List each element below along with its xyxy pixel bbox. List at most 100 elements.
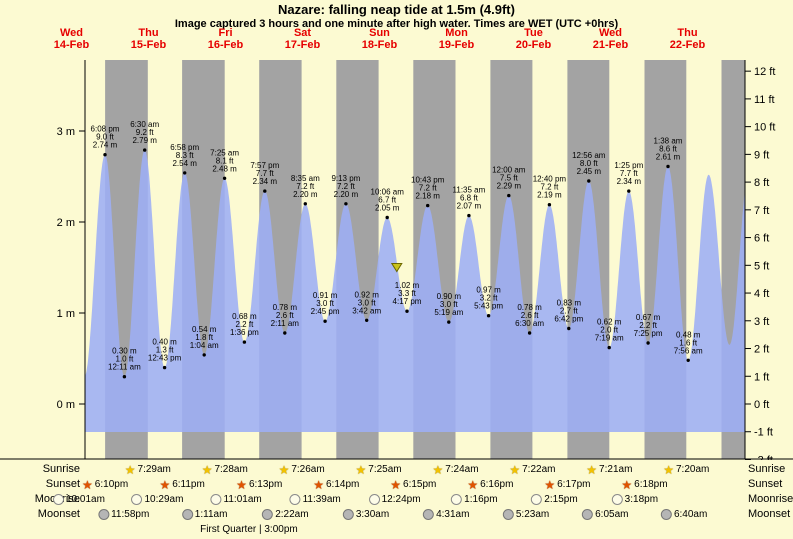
moon-phase-text: First Quarter | 3:00pm: [200, 524, 298, 535]
day-date-label: 21-Feb: [593, 39, 629, 51]
tide-high-label: 2.19 m: [537, 191, 562, 200]
tide-low-label: 0.62 m: [597, 318, 622, 327]
moonrise-entry: 1:16pm: [451, 492, 498, 507]
tide-low-label: 2.0 ft: [600, 326, 619, 335]
tide-low-label: 1:04 am: [190, 341, 219, 350]
day-label: Mon: [445, 27, 468, 39]
sunset-time: 6:14pm: [325, 479, 360, 490]
sunrise-star-icon: ★: [278, 462, 290, 477]
tide-high-label: 2.54 m: [172, 159, 197, 168]
tide-high-label: 2.48 m: [212, 164, 237, 173]
tide-low-label: 3.0 ft: [440, 300, 459, 309]
tide-low-label: 2:45 pm: [311, 307, 340, 316]
tide-low-point: [527, 331, 532, 335]
tide-high-label: 1:25 pm: [614, 161, 643, 170]
sunrise-star-icon: ★: [586, 462, 598, 477]
moonrise-time: 11:39am: [302, 494, 341, 505]
tide-low-point: [122, 375, 127, 379]
y-axis-right-tick: 0 ft: [754, 399, 769, 411]
sunrise-time: 7:20am: [675, 464, 710, 475]
tide-high-label: 8:35 am: [291, 174, 320, 183]
y-axis-right-tick: 4 ft: [754, 288, 769, 300]
tide-high-label: 12:56 am: [572, 151, 606, 160]
sunset-time: 6:13pm: [248, 479, 283, 490]
tide-low-label: 1.6 ft: [679, 338, 698, 347]
tide-low-label: 0.40 m: [152, 338, 177, 347]
sunset-time: 6:17pm: [557, 479, 591, 490]
tide-high-label: 2.45 m: [577, 167, 602, 176]
tide-high-label: 9.0 ft: [96, 133, 115, 142]
y-axis-right-tick: 7 ft: [754, 205, 769, 217]
y-axis-right-tick: -1 ft: [754, 427, 773, 439]
tide-low-label: 4:17 pm: [393, 297, 422, 306]
moonset-moon-icon: [342, 509, 354, 520]
tide-high-label: 6:30 am: [130, 120, 159, 129]
sunrise-star-icon: ★: [124, 462, 136, 477]
sunrise-entry: ★ 7:28am: [202, 462, 248, 477]
moonset-moon-icon: [502, 509, 514, 520]
moonset-entry: 6:40am: [660, 507, 708, 522]
sunrise-entry: ★ 7:26am: [279, 462, 325, 477]
sunset-star-icon: ★: [467, 477, 479, 492]
tide-low-label: 0.78 m: [517, 303, 542, 312]
tide-high-label: 2.20 m: [334, 190, 359, 199]
tide-high-point: [385, 215, 389, 220]
tide-low-label: 0.68 m: [232, 312, 257, 321]
tide-high-point: [263, 189, 267, 193]
y-axis-right-tick: -2 ft: [754, 454, 773, 460]
tide-high-label: 7.2 ft: [419, 184, 438, 193]
sunset-star-icon: ★: [82, 477, 93, 492]
moonrise-entry: 12:24pm: [368, 492, 421, 507]
moonrise-time: 1:16pm: [464, 494, 498, 505]
tide-low-point: [405, 309, 409, 313]
moonset-entry: 11:58pm: [98, 507, 149, 522]
day-date-label: 18-Feb: [362, 39, 398, 51]
tide-high-label: 6:08 pm: [91, 125, 120, 134]
moonset-moon-icon: [582, 509, 594, 520]
moonset-label-left: Moonset: [37, 508, 80, 520]
tide-low-label: 12:11 am: [108, 363, 141, 372]
moonset-moon-icon: [423, 509, 435, 520]
moonset-time: 5:23am: [515, 509, 550, 520]
tide-high-label: 10:43 pm: [411, 176, 445, 185]
tide-high-label: 2.29 m: [497, 182, 522, 191]
sunset-time: 6:11pm: [172, 479, 205, 490]
sunrise-row: Sunrise Sunrise ★ 7:29am ★ 7:28am ★ 7:26am ★ 7:…: [0, 462, 793, 477]
tide-high-point: [467, 213, 471, 218]
tide-low-label: 1.3 ft: [156, 346, 175, 355]
tide-high-label: 2.34 m: [617, 177, 642, 186]
tide-high-label: 11:35 am: [453, 186, 486, 195]
tide-low-label: 2.7 ft: [560, 307, 579, 316]
tide-low-point: [486, 314, 491, 318]
tide-high-label: 2.18 m: [415, 192, 440, 201]
moonset-entry: 6:05am: [582, 507, 628, 522]
tide-low-point: [323, 319, 327, 323]
tide-high-label: 7.2 ft: [541, 183, 560, 192]
moonrise-time: 10:29am: [144, 494, 184, 505]
sunrise-time: 7:28am: [214, 464, 248, 475]
page-title: Nazare: falling neap tide at 1.5m (4.9ft…: [278, 2, 515, 17]
moonrise-label-right: Moonrise: [748, 493, 793, 505]
tide-high-label: 2.79 m: [132, 136, 157, 145]
sunset-entry: ★ 6:14pm: [313, 477, 359, 492]
moonrise-moon-icon: [531, 494, 543, 505]
tide-high-label: 2.05 m: [375, 204, 400, 213]
sunset-star-icon: ★: [621, 477, 633, 492]
sunrise-time: 7:25am: [368, 464, 402, 475]
sunrise-time: 7:22am: [522, 464, 556, 475]
tide-low-label: 0.97 m: [476, 286, 501, 295]
tide-high-label: 2.20 m: [293, 190, 318, 199]
tide-high-label: 2.74 m: [93, 141, 118, 150]
day-date-label: 15-Feb: [131, 39, 167, 51]
moonset-entry: 4:31am: [423, 507, 469, 522]
moonset-time: 2:22am: [275, 509, 309, 520]
moonset-time: 6:40am: [673, 509, 708, 520]
sunset-time: 6:10pm: [94, 479, 129, 490]
y-axis-right-tick: 9 ft: [754, 149, 769, 161]
sunrise-time: 7:26am: [291, 464, 325, 475]
moonset-time: 1:11am: [194, 509, 228, 520]
tide-high-point: [666, 164, 670, 169]
y-axis-right-tick: 12 ft: [754, 66, 775, 78]
sunrise-star-icon: ★: [355, 462, 367, 477]
sunrise-star-icon: ★: [201, 462, 213, 477]
